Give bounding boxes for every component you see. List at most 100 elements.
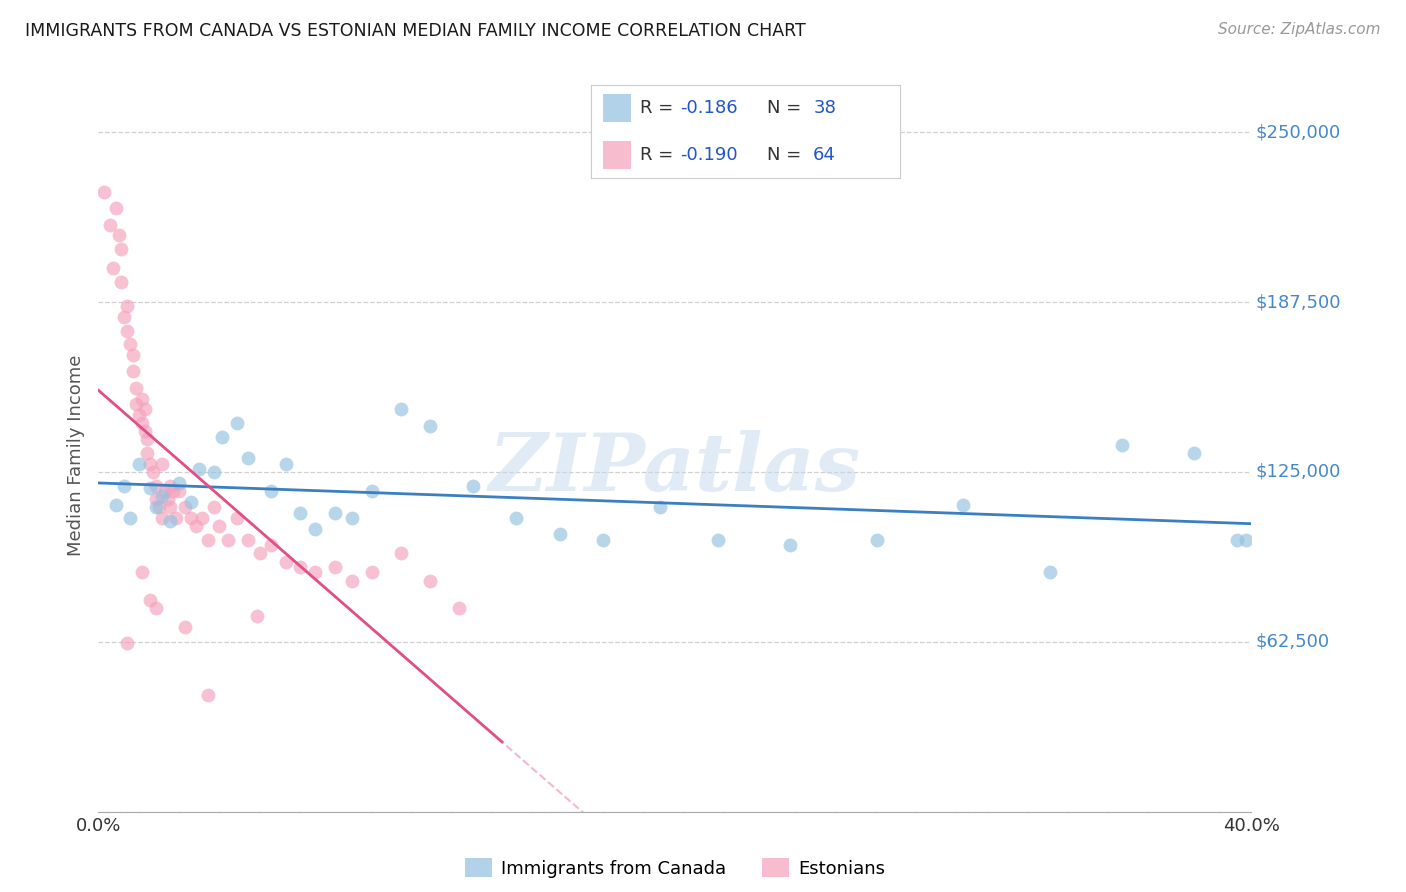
Point bbox=[389, 546, 412, 560]
Point bbox=[274, 457, 297, 471]
Point bbox=[419, 418, 441, 433]
Point bbox=[1234, 533, 1257, 547]
Point bbox=[128, 408, 150, 422]
Text: $250,000: $250,000 bbox=[1256, 123, 1341, 141]
Point bbox=[217, 533, 239, 547]
Point bbox=[142, 465, 165, 479]
Point bbox=[145, 500, 167, 515]
Text: -0.186: -0.186 bbox=[681, 99, 738, 117]
Point bbox=[1038, 566, 1062, 580]
Point bbox=[145, 478, 167, 492]
Point bbox=[361, 483, 384, 498]
Point bbox=[110, 275, 132, 289]
Point bbox=[98, 218, 121, 232]
Point bbox=[120, 337, 142, 351]
Point bbox=[167, 483, 190, 498]
Text: $125,000: $125,000 bbox=[1256, 463, 1341, 481]
Point bbox=[249, 546, 271, 560]
Point bbox=[238, 451, 260, 466]
Point bbox=[952, 498, 974, 512]
Bar bbox=[603, 95, 631, 122]
Y-axis label: Median Family Income: Median Family Income bbox=[67, 354, 86, 556]
Point bbox=[419, 574, 441, 588]
Legend: Immigrants from Canada, Estonians: Immigrants from Canada, Estonians bbox=[457, 851, 893, 885]
Point bbox=[461, 478, 484, 492]
Point bbox=[225, 416, 247, 430]
Point bbox=[153, 483, 176, 498]
Point bbox=[186, 519, 208, 533]
Point bbox=[180, 495, 202, 509]
Point bbox=[548, 527, 571, 541]
Point bbox=[174, 500, 197, 515]
Point bbox=[107, 228, 129, 243]
Point bbox=[197, 533, 219, 547]
Point bbox=[110, 242, 132, 256]
Point bbox=[866, 533, 889, 547]
Point bbox=[159, 514, 181, 528]
Point bbox=[323, 560, 346, 574]
Point bbox=[1226, 533, 1249, 547]
Point bbox=[101, 260, 124, 275]
Point bbox=[139, 481, 162, 495]
Point bbox=[128, 457, 150, 471]
Point bbox=[122, 364, 145, 378]
Point bbox=[122, 348, 145, 362]
Point bbox=[180, 511, 202, 525]
Point bbox=[156, 492, 179, 507]
Text: N =: N = bbox=[766, 146, 807, 164]
Point bbox=[290, 560, 312, 574]
Point bbox=[148, 500, 170, 515]
Text: Source: ZipAtlas.com: Source: ZipAtlas.com bbox=[1218, 22, 1381, 37]
Point bbox=[159, 478, 181, 492]
Point bbox=[131, 392, 153, 406]
Text: R =: R = bbox=[640, 99, 679, 117]
Point bbox=[174, 620, 197, 634]
Point bbox=[225, 511, 247, 525]
Point bbox=[104, 201, 127, 215]
Point bbox=[707, 533, 730, 547]
Point bbox=[246, 609, 269, 624]
Point bbox=[117, 324, 138, 338]
Point bbox=[340, 511, 363, 525]
Point bbox=[1111, 438, 1133, 452]
Point bbox=[139, 457, 162, 471]
Point bbox=[112, 310, 135, 324]
Point bbox=[197, 688, 219, 702]
Point bbox=[290, 506, 312, 520]
Point bbox=[150, 489, 173, 503]
Point bbox=[167, 475, 190, 490]
Text: IMMIGRANTS FROM CANADA VS ESTONIAN MEDIAN FAMILY INCOME CORRELATION CHART: IMMIGRANTS FROM CANADA VS ESTONIAN MEDIA… bbox=[25, 22, 806, 40]
Point bbox=[188, 462, 211, 476]
Point bbox=[136, 432, 159, 446]
Point bbox=[260, 483, 283, 498]
Point bbox=[117, 299, 138, 313]
Point bbox=[361, 566, 384, 580]
Point bbox=[389, 402, 412, 417]
Point bbox=[274, 555, 297, 569]
Point bbox=[208, 519, 231, 533]
Point bbox=[112, 478, 135, 492]
Point bbox=[1182, 446, 1205, 460]
Text: $62,500: $62,500 bbox=[1256, 632, 1330, 651]
Point bbox=[202, 500, 225, 515]
Point bbox=[162, 483, 184, 498]
Point bbox=[134, 402, 156, 417]
Point bbox=[202, 465, 225, 479]
Point bbox=[136, 446, 159, 460]
Text: -0.190: -0.190 bbox=[681, 146, 738, 164]
Point bbox=[150, 511, 173, 525]
Point bbox=[779, 538, 801, 552]
Point bbox=[592, 533, 614, 547]
Point bbox=[323, 506, 346, 520]
Point bbox=[131, 566, 153, 580]
Point bbox=[340, 574, 363, 588]
Point bbox=[131, 416, 153, 430]
Text: R =: R = bbox=[640, 146, 679, 164]
Point bbox=[304, 522, 326, 536]
Point bbox=[93, 185, 115, 199]
Point bbox=[211, 429, 233, 443]
Point bbox=[120, 511, 142, 525]
Point bbox=[145, 492, 167, 507]
Point bbox=[145, 600, 167, 615]
Text: N =: N = bbox=[766, 99, 807, 117]
